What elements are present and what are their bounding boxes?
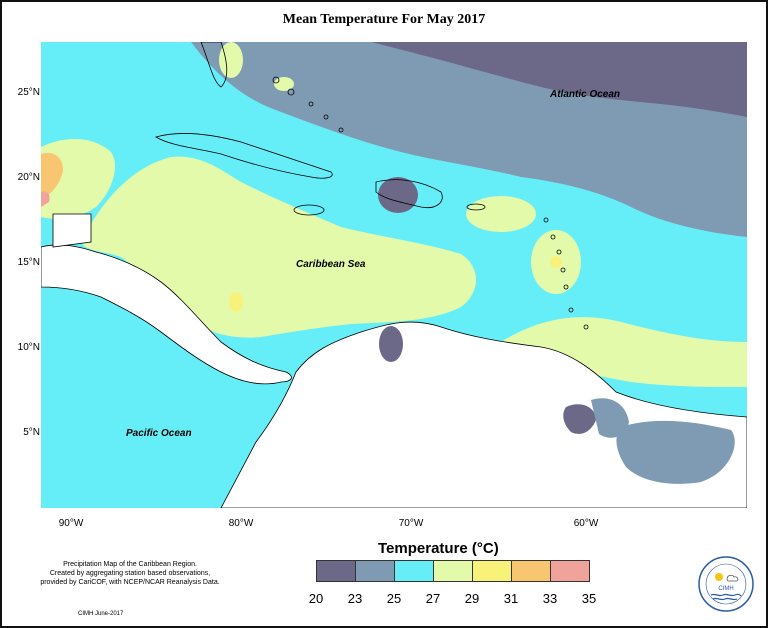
- footnote-line3: provided by CariCOF, with NCEP/NCAR Rean…: [40, 579, 220, 586]
- temperature-map[interactable]: [41, 42, 747, 508]
- legend-tick-label: 31: [503, 591, 519, 606]
- lat-label-15: 15°N: [17, 257, 40, 268]
- legend-swatch: [512, 561, 551, 581]
- zone-31-33-yucatan: [41, 152, 63, 200]
- hispaniola-outline: [375, 179, 443, 209]
- credit: CIMH June-2017: [78, 611, 124, 617]
- zone-20-23-atlantic: [371, 42, 747, 117]
- legend-tick-label: 27: [425, 591, 441, 606]
- central-america-land: [41, 244, 292, 385]
- legend-swatch: [395, 561, 434, 581]
- zone-33-35-yucatan: [41, 191, 50, 207]
- sun-icon: [715, 573, 723, 581]
- cloud-icon: [726, 574, 739, 582]
- legend-swatch: [356, 561, 395, 581]
- puerto-rico-outline: [466, 203, 486, 211]
- zone-29-31-antilles: [550, 256, 562, 268]
- zone-27-29-southeast: [500, 317, 747, 387]
- lat-label-25: 25°N: [17, 87, 40, 98]
- atlantic-ocean-label: Atlantic Ocean: [550, 89, 621, 100]
- legend-tick-label: 35: [581, 591, 597, 606]
- legend-swatch: [551, 561, 589, 581]
- footnote: Precipitation Map of the Caribbean Regio…: [20, 560, 240, 587]
- legend-tick-label: 25: [386, 591, 402, 606]
- zone-27-29-antilles-north: [466, 196, 536, 232]
- lon-label-90: 90°W: [58, 518, 84, 529]
- zone-27-29-caribbean: [81, 156, 476, 338]
- pacific-ocean-label: Pacific Ocean: [126, 428, 192, 439]
- lesser-antilles: [543, 217, 589, 330]
- legend-tick-label: 33: [542, 591, 558, 606]
- legend-tick-label: 29: [464, 591, 480, 606]
- caribbean-sea-label: Caribbean Sea: [296, 259, 366, 270]
- legend-swatch: [317, 561, 356, 581]
- lat-label-5: 5°N: [23, 427, 40, 438]
- bahamas-islands: [272, 76, 344, 133]
- south-america-land: [220, 321, 747, 508]
- map-title: Mean Temperature For May 2017: [282, 12, 486, 27]
- zone-20-23-maracaibo: [379, 326, 403, 362]
- legend-title: Temperature (°C): [378, 540, 499, 557]
- zone-27-29-florida: [219, 42, 243, 78]
- lat-label-10: 10°N: [17, 342, 40, 353]
- lon-label-70: 70°W: [398, 518, 424, 529]
- florida-outline: [200, 42, 228, 88]
- zone-20-23-guianas: [563, 404, 596, 434]
- wave-icon: [710, 593, 742, 597]
- legend-color-bar: [316, 560, 590, 582]
- lon-label-60: 60°W: [573, 518, 599, 529]
- legend-tick-label: 23: [347, 591, 363, 606]
- zone-20-23-hispaniola: [378, 177, 418, 213]
- logo-text: CIMH: [718, 586, 733, 592]
- legend-swatch: [434, 561, 473, 581]
- footnote-line1: Precipitation Map of the Caribbean Regio…: [63, 561, 197, 568]
- footnote-line2: Created by aggregating station based obs…: [49, 570, 211, 577]
- zone-23-25-guianas: [616, 420, 735, 484]
- lat-label-20: 20°N: [17, 172, 40, 183]
- zone-23-25-guyana: [591, 398, 629, 438]
- lon-label-80: 80°W: [228, 518, 254, 529]
- legend-tick-label: 20: [308, 591, 324, 606]
- mexico-land: [52, 213, 92, 248]
- jamaica-outline: [293, 204, 325, 216]
- cuba-outline: [154, 133, 333, 179]
- legend-swatch: [473, 561, 512, 581]
- zone-29-31-sea: [229, 292, 243, 312]
- cimh-logo: CIMH: [698, 556, 754, 612]
